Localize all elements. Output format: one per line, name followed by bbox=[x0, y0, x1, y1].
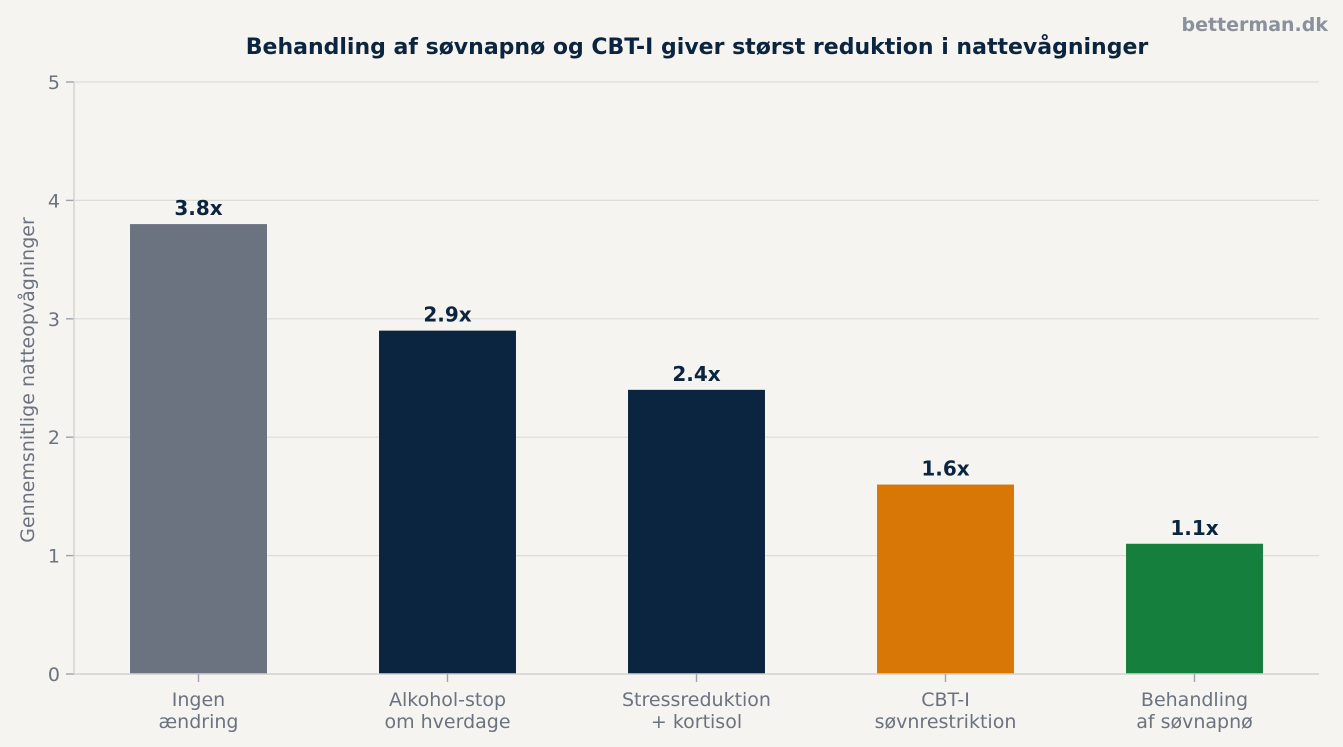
x-tick-label: Stressreduktion + kortisol bbox=[622, 689, 771, 733]
x-tick-label: Behandling af søvnapnø bbox=[1136, 689, 1253, 733]
axes bbox=[66, 81, 1319, 682]
bar bbox=[130, 224, 267, 674]
data-label: 1.1x bbox=[1170, 516, 1218, 540]
gridlines bbox=[74, 81, 1319, 557]
data-label: 2.4x bbox=[672, 362, 720, 386]
data-label: 2.9x bbox=[423, 303, 471, 327]
bar bbox=[379, 330, 516, 674]
x-tick-label: Ingen ændring bbox=[159, 689, 239, 733]
bar bbox=[877, 484, 1014, 674]
y-tick-label: 3 bbox=[48, 309, 60, 331]
bar bbox=[628, 389, 765, 674]
bars bbox=[130, 224, 1263, 674]
y-axis-label: Gennemsnitlige natteopvågninger bbox=[16, 217, 39, 543]
bar bbox=[1126, 543, 1263, 674]
watermark: betterman.dk bbox=[1181, 14, 1328, 36]
y-tick-label: 5 bbox=[48, 72, 60, 94]
y-tick-label: 1 bbox=[48, 546, 60, 568]
y-tick-label: 4 bbox=[48, 190, 60, 212]
chart-title: Behandling af søvnapnø og CBT-I giver st… bbox=[246, 34, 1149, 60]
y-tick-label: 0 bbox=[48, 664, 60, 686]
data-label: 1.6x bbox=[921, 457, 969, 481]
y-tick-label: 2 bbox=[48, 427, 60, 449]
x-tick-label: Alkohol-stop om hverdage bbox=[384, 689, 510, 733]
data-label: 3.8x bbox=[174, 196, 222, 220]
labels: 0 1 2 3 4 5 3.8x Ingen ændring 2.9x Alkohol-stop om… bbox=[48, 72, 1253, 733]
x-tick-label: CBT-I søvnrestriktion bbox=[875, 689, 1017, 733]
